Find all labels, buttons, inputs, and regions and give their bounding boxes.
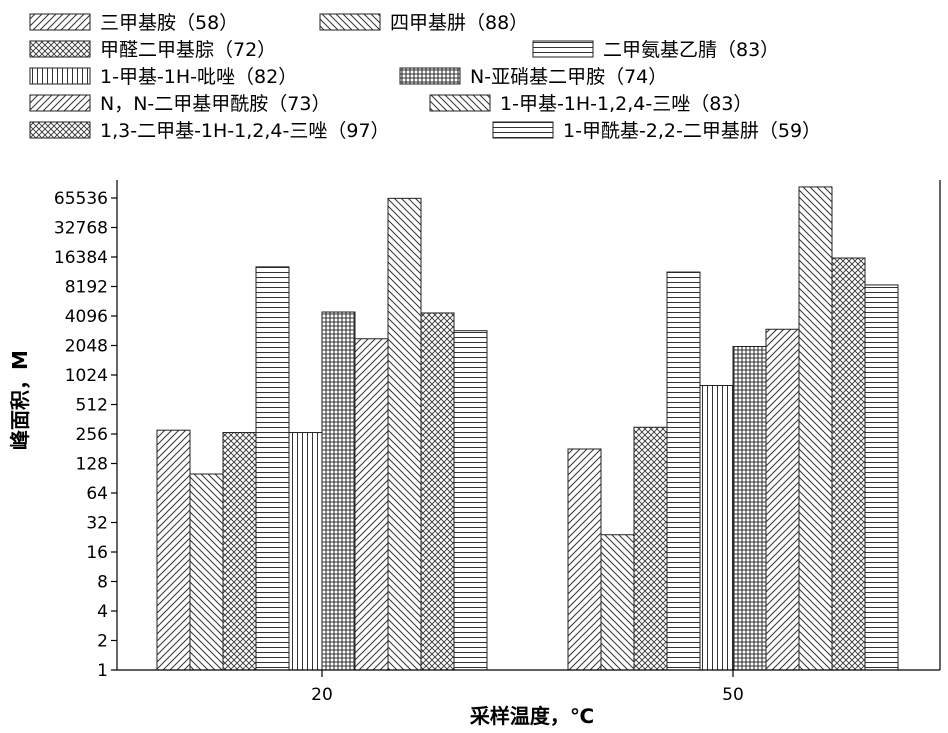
bar-s8-20 <box>387 197 422 671</box>
legend-label-4: 二甲氨基乙腈（83） <box>603 39 779 61</box>
bar-s4-50 <box>666 271 701 671</box>
legend-swatch-4 <box>532 40 594 58</box>
y-tick-label: 1 <box>97 661 108 681</box>
x-tick-label: 50 <box>722 685 744 705</box>
bar-s1-50 <box>567 448 602 671</box>
bars-group <box>156 186 899 671</box>
legend-swatch-7 <box>29 94 91 112</box>
legend-label-2: 四甲基肼（88） <box>390 12 528 34</box>
y-tick-label: 65536 <box>54 189 108 209</box>
bar-s5-50 <box>699 385 734 671</box>
y-tick-label: 1024 <box>65 366 108 386</box>
y-tick-label: 4 <box>97 602 108 622</box>
legend-label-7: N，N-二甲基甲酰胺（73） <box>100 93 330 115</box>
bar-s3-50 <box>633 426 668 671</box>
x-axis-label: 采样温度，℃ <box>470 704 594 728</box>
legend-swatch-6 <box>399 67 461 85</box>
bar-s6-50 <box>732 346 767 671</box>
legend-swatch-10 <box>492 121 554 139</box>
x-tick-label: 20 <box>311 685 333 705</box>
bar-s7-20 <box>354 338 389 671</box>
y-tick-label: 16 <box>86 543 108 563</box>
legend-label-10: 1-甲酰基-2,2-二甲基肼（59） <box>563 120 821 142</box>
legend-swatch-3 <box>29 40 91 58</box>
legend-label-9: 1,3-二甲基-1H-1,2,4-三唑（97） <box>100 120 390 142</box>
legend-label-3: 甲醛二甲基腙（72） <box>100 39 276 61</box>
bar-s2-20 <box>189 473 224 671</box>
bar-s10-20 <box>453 330 488 671</box>
legend-swatch-1 <box>29 13 91 31</box>
y-tick-label: 4096 <box>65 307 108 327</box>
legend-label-6: N-亚硝基二甲胺（74） <box>470 66 667 88</box>
bar-s9-50 <box>831 257 866 671</box>
legend-label-1: 三甲基胺（58） <box>100 12 238 34</box>
axes-group: 1 2 4 8 16 32 64 128 256 512 1024 2048 4096 8192 16384… <box>54 180 941 705</box>
legend-label-8: 1-甲基-1H-1,2,4-三唑（83） <box>500 93 752 115</box>
bar-s2-50 <box>600 534 635 671</box>
y-tick-label: 128 <box>76 455 108 475</box>
y-axis-label: 峰面积，M <box>8 350 32 450</box>
y-tick-label: 256 <box>76 425 108 445</box>
y-tick-label: 2 <box>97 632 108 652</box>
bar-s4-20 <box>255 266 290 671</box>
y-tick-label: 64 <box>86 484 108 504</box>
bar-s7-50 <box>765 328 800 671</box>
plot-area: 1 2 4 8 16 32 64 128 256 512 1024 2048 4096 8192 16384… <box>54 180 941 705</box>
y-tick-label: 32 <box>86 514 108 534</box>
legend-label-5: 1-甲基-1H-吡唑（82） <box>100 66 297 88</box>
bar-s6-20 <box>321 311 356 671</box>
y-tick-label: 2048 <box>65 337 108 357</box>
bar-s5-20 <box>288 432 323 671</box>
legend-swatch-9 <box>29 121 91 139</box>
y-tick-label: 8 <box>97 573 108 593</box>
bar-s10-50 <box>864 284 899 671</box>
y-tick-label: 16384 <box>54 248 108 268</box>
bar-s9-20 <box>420 312 455 671</box>
chart-legend: 三甲基胺（58） 四甲基肼（88） 甲醛二甲基腙（72） 二甲氨基乙腈（83） 1-甲基… <box>29 12 821 142</box>
y-tick-label: 512 <box>76 396 108 416</box>
bar-s3-20 <box>222 432 257 671</box>
y-tick-label: 8192 <box>65 278 108 298</box>
y-tick-label: 32768 <box>54 219 108 239</box>
bar-s8-50 <box>798 186 833 671</box>
legend-swatch-2 <box>319 13 381 31</box>
legend-swatch-5 <box>29 67 91 85</box>
legend-swatch-8 <box>429 94 491 112</box>
bar-s1-20 <box>156 429 191 671</box>
